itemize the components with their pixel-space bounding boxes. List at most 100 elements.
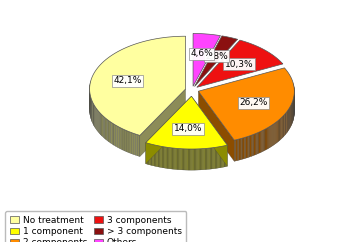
Polygon shape [272,125,273,147]
Polygon shape [112,123,114,145]
Legend: No treatment, 1 component, 2 components, 3 components, > 3 components, Others: No treatment, 1 component, 2 components,… [6,211,186,242]
Polygon shape [246,137,247,158]
Polygon shape [256,133,258,154]
Polygon shape [90,96,91,119]
Polygon shape [195,36,238,86]
Polygon shape [193,149,194,170]
Polygon shape [188,149,189,170]
Text: 4,6%: 4,6% [190,49,213,58]
Polygon shape [94,105,95,127]
Polygon shape [119,127,121,149]
Polygon shape [283,115,284,137]
Polygon shape [204,149,205,170]
Polygon shape [186,149,187,170]
Polygon shape [236,139,237,161]
Polygon shape [215,147,216,168]
Polygon shape [264,129,265,151]
Polygon shape [96,107,97,130]
Polygon shape [222,146,223,167]
Polygon shape [193,33,220,86]
Polygon shape [288,109,289,131]
Polygon shape [171,148,172,169]
Polygon shape [197,149,198,170]
Polygon shape [162,146,163,168]
Polygon shape [276,121,277,143]
Polygon shape [212,148,213,169]
Polygon shape [263,130,264,151]
Text: 10,3%: 10,3% [225,60,253,69]
Polygon shape [219,147,220,168]
Polygon shape [239,139,240,160]
Text: 26,2%: 26,2% [240,98,268,107]
Polygon shape [168,147,169,169]
Polygon shape [92,102,93,124]
Polygon shape [102,115,103,137]
Polygon shape [214,147,215,169]
Polygon shape [291,104,292,126]
Text: 14,0%: 14,0% [174,124,202,133]
Polygon shape [154,145,155,166]
Polygon shape [182,149,183,170]
Polygon shape [255,133,256,155]
Polygon shape [254,134,255,155]
Polygon shape [146,143,147,164]
Polygon shape [90,36,186,136]
Polygon shape [180,149,181,170]
Polygon shape [268,127,269,149]
Polygon shape [207,148,208,169]
Polygon shape [179,149,180,170]
Polygon shape [103,116,105,138]
Polygon shape [131,132,133,154]
Polygon shape [191,149,193,170]
Polygon shape [241,138,243,159]
Polygon shape [200,149,201,170]
Polygon shape [169,148,170,169]
Polygon shape [155,145,156,166]
Polygon shape [149,144,150,165]
Polygon shape [247,136,248,158]
Polygon shape [176,148,177,170]
Polygon shape [226,145,227,167]
Polygon shape [275,122,276,144]
Polygon shape [108,120,109,142]
Polygon shape [158,146,159,167]
Polygon shape [146,96,191,164]
Polygon shape [209,148,210,169]
Polygon shape [109,121,110,143]
Polygon shape [101,114,102,136]
Polygon shape [202,149,203,170]
Polygon shape [218,147,219,168]
Polygon shape [220,146,221,168]
Polygon shape [196,149,197,170]
Polygon shape [223,146,224,167]
Polygon shape [173,148,174,169]
Polygon shape [148,143,149,165]
Polygon shape [198,149,199,170]
Polygon shape [183,149,184,170]
Polygon shape [189,149,190,170]
Polygon shape [90,81,91,103]
Polygon shape [213,148,214,169]
Polygon shape [185,149,186,170]
Text: 2,8%: 2,8% [205,52,228,60]
Polygon shape [221,146,222,167]
Polygon shape [152,144,154,166]
Polygon shape [110,122,112,144]
Polygon shape [265,129,266,150]
Polygon shape [172,148,173,169]
Polygon shape [253,134,254,156]
Polygon shape [184,149,185,170]
Polygon shape [165,147,166,168]
Polygon shape [273,124,274,146]
Polygon shape [269,126,270,148]
Polygon shape [98,111,100,134]
Polygon shape [240,138,241,160]
Polygon shape [277,121,278,142]
Polygon shape [279,119,280,141]
Polygon shape [166,147,167,168]
Polygon shape [133,133,136,155]
Polygon shape [140,89,186,157]
Polygon shape [203,149,204,170]
Text: 42,1%: 42,1% [114,76,142,85]
Polygon shape [225,145,226,167]
